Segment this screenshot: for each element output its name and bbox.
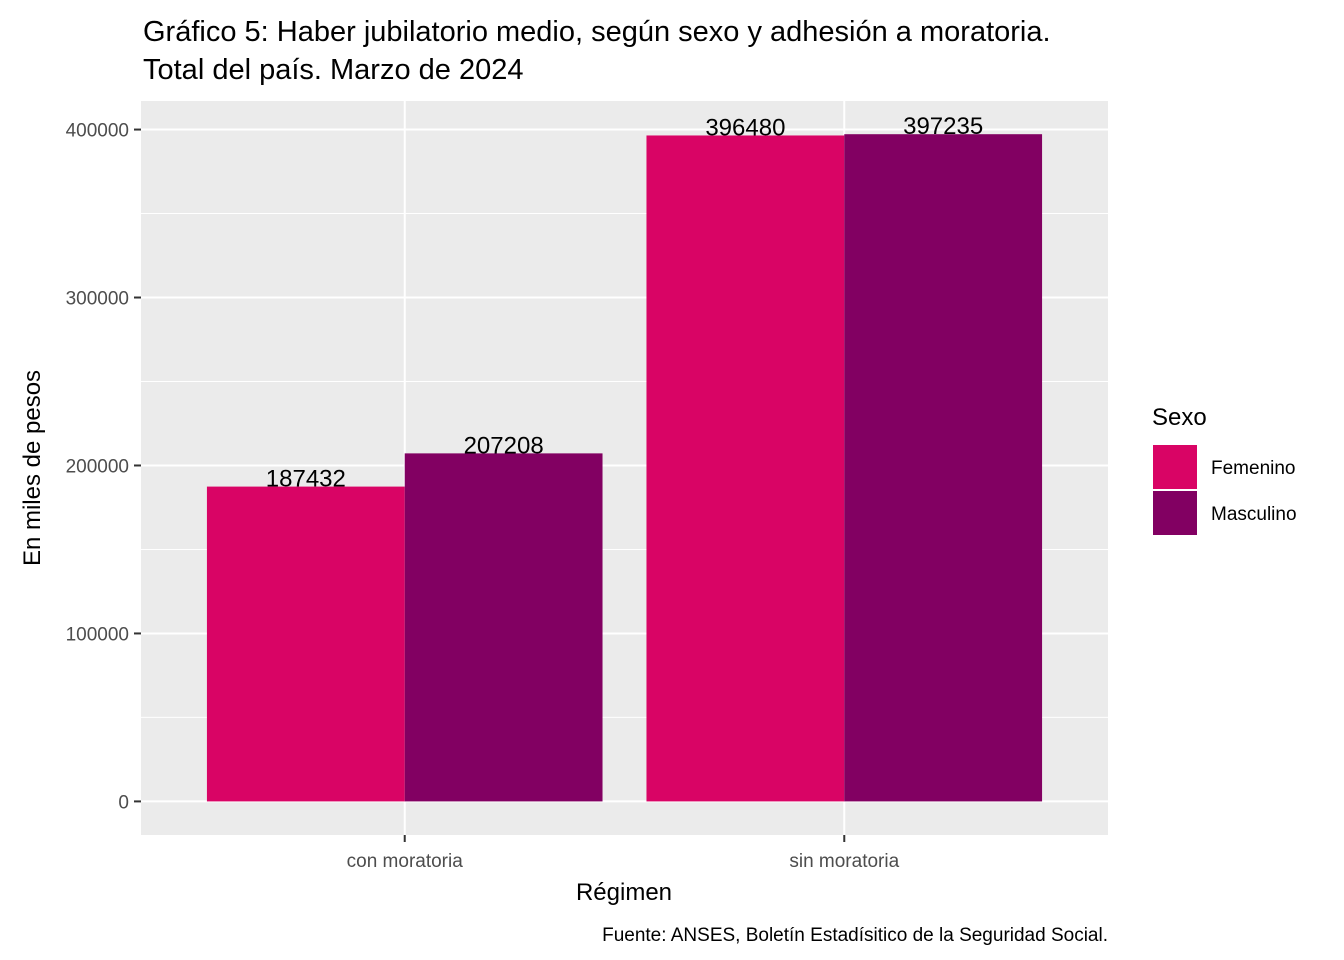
x-tick-label: sin moratoria (789, 851, 899, 872)
legend-label-femenino: Femenino (1211, 458, 1296, 479)
bar-masculino-1 (404, 453, 603, 802)
y-tick-label: 200000 (66, 456, 129, 477)
legend: Sexo Femenino Masculino (1151, 404, 1297, 537)
y-tick-label: 300000 (66, 289, 129, 310)
data-label: 207208 (464, 432, 544, 459)
bar-femenino-2 (646, 135, 845, 802)
y-tick-label: 0 (118, 792, 129, 813)
legend-label-masculino: Masculino (1211, 504, 1297, 525)
legend-key-femenino (1151, 443, 1199, 491)
chart-subtitle: Total del país. Marzo de 2024 (143, 54, 523, 86)
legend-title: Sexo (1152, 404, 1207, 431)
bar-masculino-2 (844, 134, 1043, 802)
y-tick-label: 400000 (66, 121, 129, 142)
bar-femenino-1 (206, 486, 405, 802)
data-label: 396480 (705, 114, 785, 141)
chart-caption: Fuente: ANSES, Boletín Estadísitico de l… (602, 925, 1108, 946)
x-axis-title: Régimen (576, 879, 672, 906)
data-labels-layer: 187432 396480 207208 397235 (266, 113, 983, 492)
chart-title: Gráfico 5: Haber jubilatorio medio, segú… (143, 16, 1051, 48)
y-axis: 0 100000 200000 300000 400000 (66, 121, 141, 813)
data-label: 187432 (266, 466, 346, 493)
x-axis: con moratoria sin moratoria (347, 835, 900, 872)
x-tick-label: con moratoria (347, 851, 464, 872)
bars-layer (206, 134, 1043, 802)
legend-key-masculino (1151, 489, 1199, 537)
y-tick-label: 100000 (66, 624, 129, 645)
data-label: 397235 (903, 113, 983, 140)
y-axis-title: En miles de pesos (19, 370, 46, 566)
